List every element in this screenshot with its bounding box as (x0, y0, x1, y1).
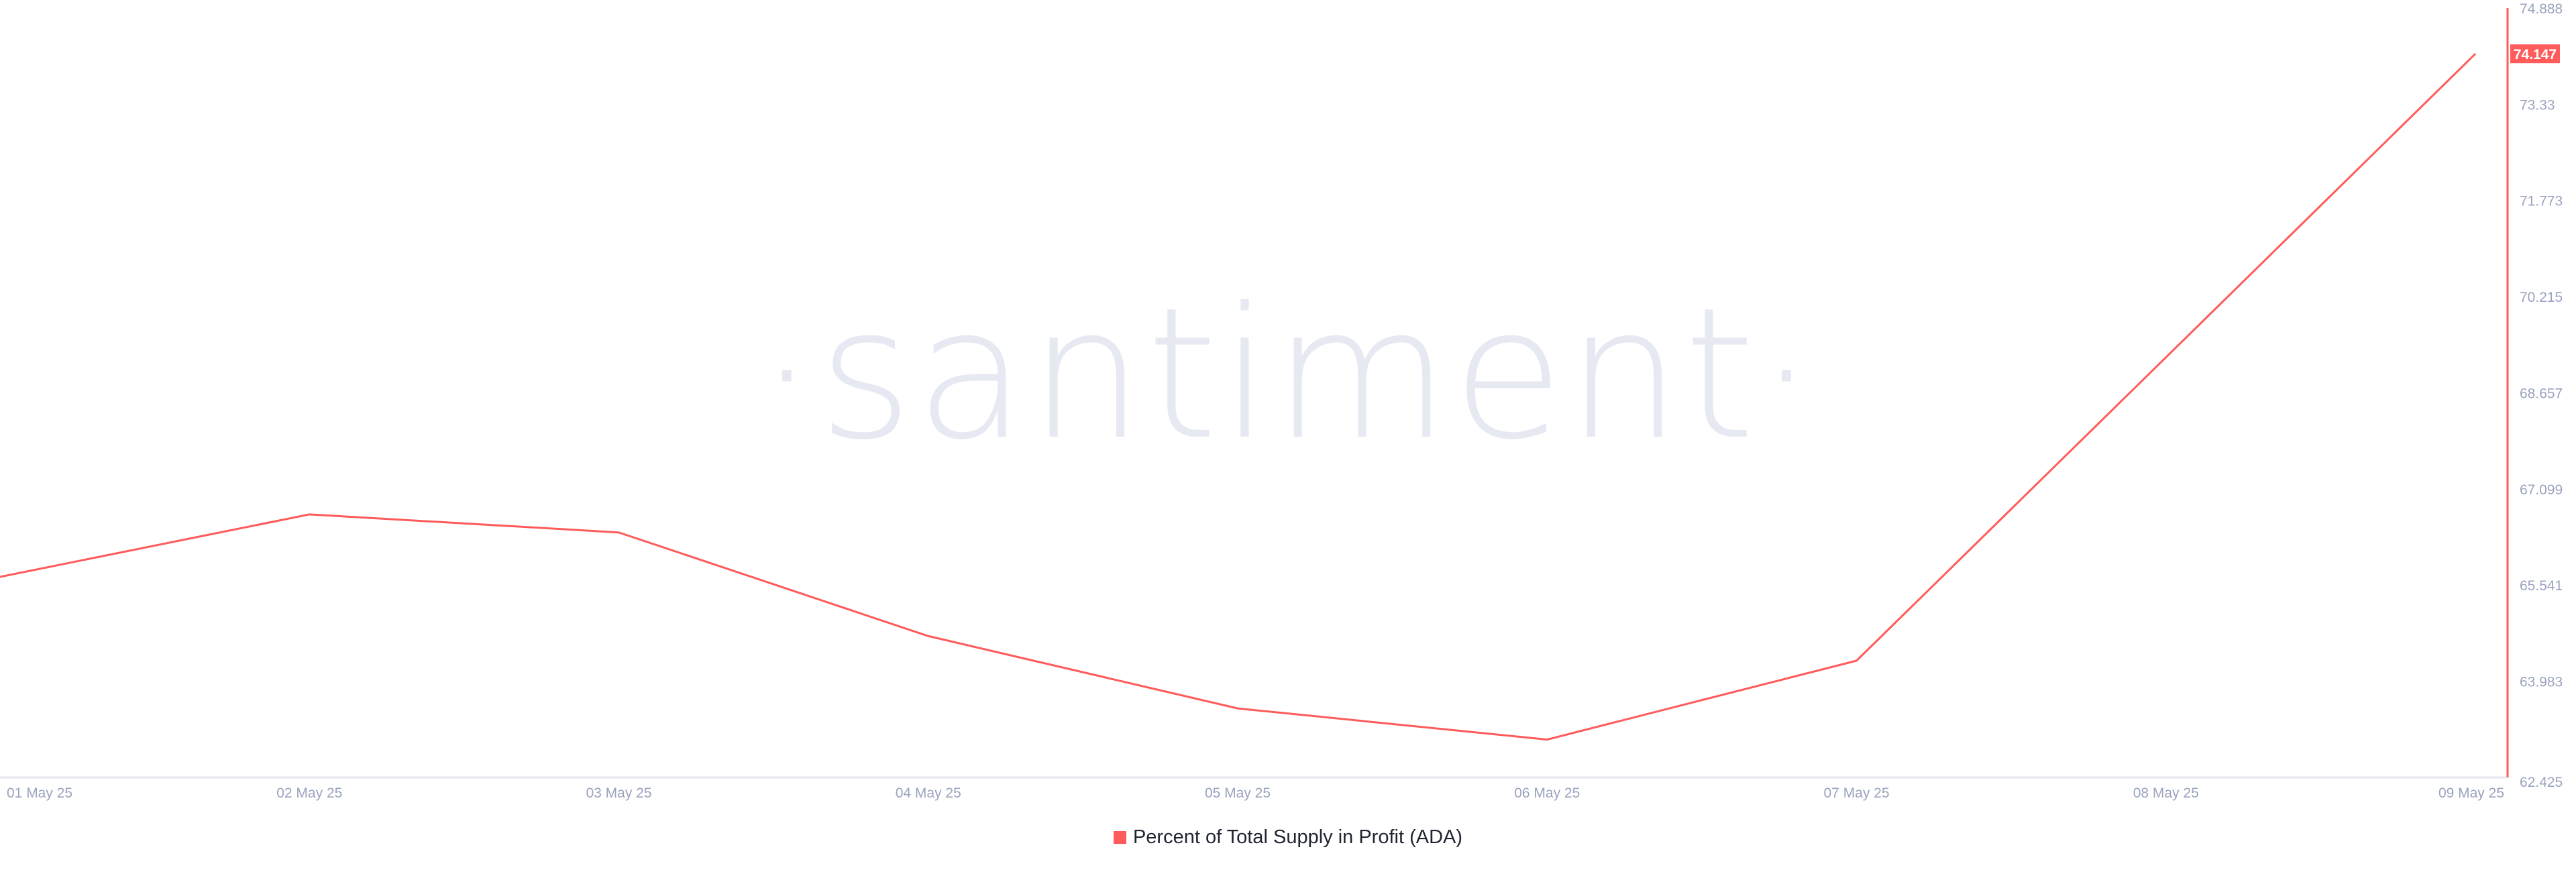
x-tick-label: 06 May 25 (1514, 785, 1580, 801)
x-tick-label: 03 May 25 (586, 785, 651, 801)
y-tick-label: 74.888 (2520, 1, 2563, 17)
x-tick-label: 01 May 25 (7, 785, 72, 801)
last-value-badge (2510, 44, 2560, 64)
y-tick-label: 68.657 (2520, 386, 2563, 401)
legend-label[interactable]: Percent of Total Supply in Profit (ADA) (1132, 826, 1463, 848)
x-tick-label: 05 May 25 (1205, 785, 1271, 801)
y-tick-label: 67.099 (2520, 482, 2563, 498)
y-tick-label: 71.773 (2520, 194, 2563, 209)
x-tick-label: 08 May 25 (2133, 785, 2199, 801)
y-tick-label: 70.215 (2520, 290, 2563, 305)
y-tick-label: 62.425 (2520, 775, 2563, 790)
x-tick-label: 09 May 25 (2438, 785, 2504, 801)
series-line (0, 53, 2477, 741)
y-tick-label: 73.33 (2520, 97, 2555, 113)
santiment-watermark: ·santiment· (758, 268, 1818, 480)
x-tick-label: 07 May 25 (1823, 785, 1889, 801)
legend-swatch (1113, 831, 1126, 844)
x-tick-label: 04 May 25 (896, 785, 961, 801)
y-tick-label: 65.541 (2520, 578, 2563, 594)
legend: Percent of Total Supply in Profit (ADA) (0, 826, 2576, 849)
last-value-label: 74.147 (2514, 47, 2557, 62)
y-tick-label: 63.983 (2520, 675, 2563, 690)
x-tick-label: 02 May 25 (276, 785, 342, 801)
